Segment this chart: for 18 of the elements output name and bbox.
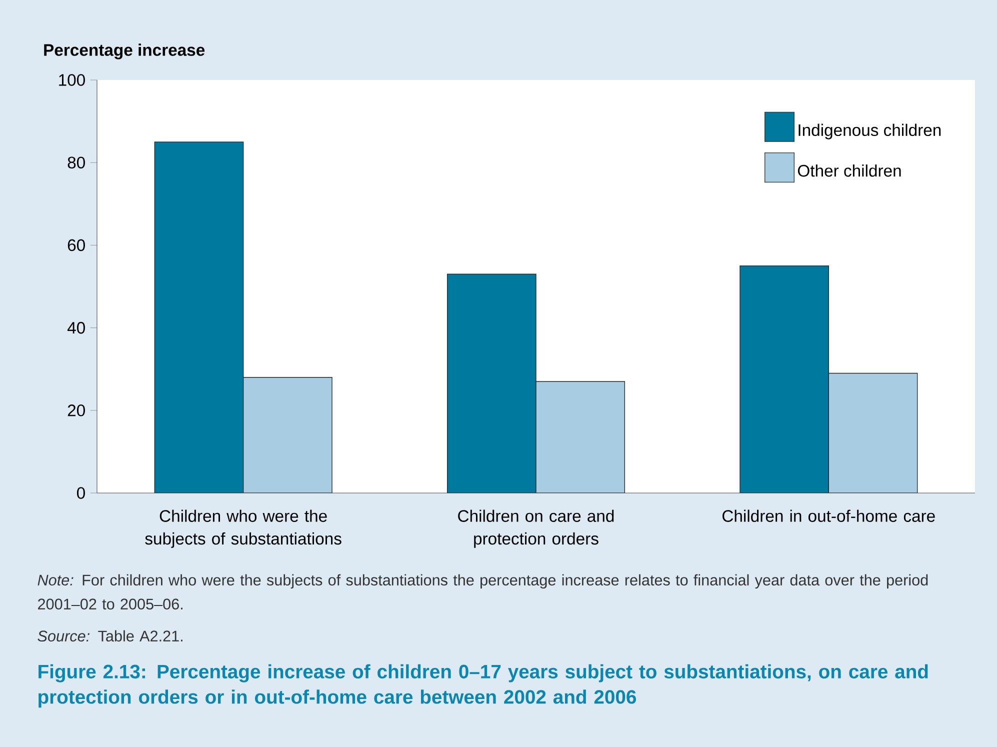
y-tick-label: 40 xyxy=(67,322,85,334)
bar xyxy=(446,274,536,493)
legend-label: Indigenous children xyxy=(798,124,941,140)
y-tick-label: 60 xyxy=(68,239,85,252)
legend-label: Other children xyxy=(798,164,901,177)
y-tick-label: 20 xyxy=(68,404,85,416)
y-axis-title: Percentage increase xyxy=(44,44,205,60)
y-tick-label: 0 xyxy=(77,487,85,499)
x-tick-label: Children who were the subjects of substantiations xyxy=(145,510,342,548)
x-tick-label: Children in out-of-home care xyxy=(722,510,935,522)
text: Note: For children who were the subjects of substantiations the percentage increase relates to financial year data over the period 2001–02 to 2005–06. xyxy=(38,574,928,610)
x-tick-label: Children on care and protection orders xyxy=(458,510,614,548)
text: Source: Table A2.21. xyxy=(38,630,182,642)
bar xyxy=(154,142,244,493)
y-tick-label: 80 xyxy=(68,156,85,169)
bar xyxy=(740,266,830,493)
text: Figure 2.13: Percentage increase of children 0–17 years subject to substantiations, on care and protection orders or in out-of-home care between 2002 and 2006 xyxy=(38,664,928,708)
y-tick-label: 100 xyxy=(59,74,85,86)
